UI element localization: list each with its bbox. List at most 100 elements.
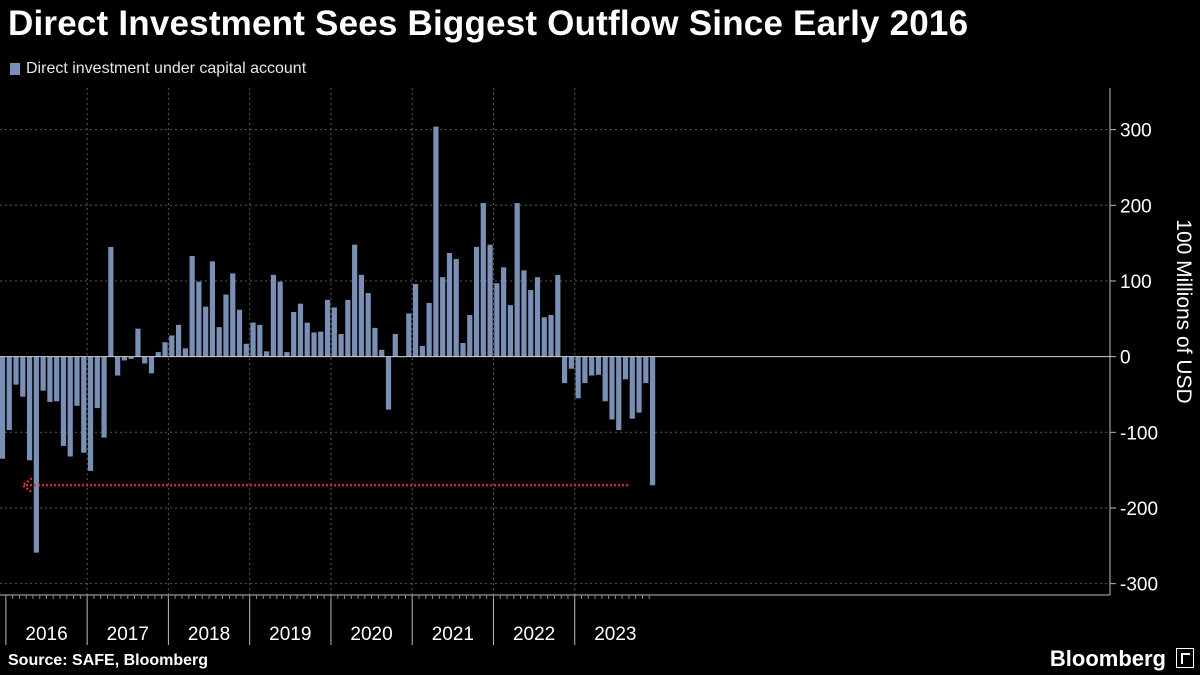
bar — [284, 352, 290, 357]
bar — [507, 305, 513, 357]
y-tick-label: -200 — [1120, 499, 1158, 520]
bar — [501, 267, 507, 357]
y-axis-label: 100 Millions of USD — [1172, 219, 1195, 403]
bar — [622, 356, 629, 380]
bar — [338, 333, 344, 357]
bar — [148, 356, 155, 374]
bar — [257, 324, 263, 357]
bar — [480, 203, 486, 357]
bar — [311, 332, 317, 357]
bar — [616, 356, 622, 431]
y-tick-label: 300 — [1120, 121, 1152, 142]
x-tick-label: 2019 — [269, 624, 311, 645]
bar — [412, 283, 419, 357]
bar — [358, 274, 365, 357]
y-tick-label: -100 — [1120, 423, 1158, 444]
x-tick-label: 2018 — [188, 624, 230, 645]
bar — [54, 356, 60, 402]
bar — [602, 356, 608, 402]
bar — [494, 283, 500, 357]
legend-swatch — [10, 63, 20, 75]
bar — [650, 356, 656, 486]
bar — [345, 299, 351, 357]
bar — [291, 311, 297, 357]
bar — [67, 356, 73, 457]
x-tick-label: 2023 — [594, 624, 636, 645]
y-tick-label: 0 — [1120, 348, 1131, 369]
legend-label: Direct investment under capital account — [26, 60, 307, 77]
bar — [236, 309, 243, 357]
bar — [318, 331, 324, 357]
bar — [385, 356, 392, 410]
bar — [568, 356, 574, 369]
bar — [528, 290, 534, 357]
bloomberg-logo: Bloomberg — [1049, 646, 1166, 671]
bar — [250, 322, 256, 357]
bar — [406, 313, 412, 357]
bar — [629, 356, 635, 419]
bar — [0, 356, 6, 459]
x-tick-label: 2021 — [432, 624, 474, 645]
bar — [589, 356, 595, 376]
chart-title: Direct Investment Sees Biggest Outflow S… — [8, 4, 969, 43]
bar — [60, 356, 67, 446]
bar — [162, 342, 168, 357]
bar — [203, 306, 209, 357]
x-tick-label: 2017 — [107, 624, 149, 645]
bar — [582, 356, 588, 384]
bar — [352, 244, 358, 357]
bar — [40, 356, 46, 391]
bar — [20, 356, 26, 397]
source-note: Source: SAFE, Bloomberg — [8, 652, 209, 669]
bar — [26, 356, 33, 461]
bar — [473, 246, 480, 357]
x-tick-label: 2020 — [350, 624, 392, 645]
bar — [440, 277, 446, 357]
bar — [392, 333, 398, 357]
bar — [534, 277, 541, 357]
x-tick-label: 2016 — [25, 624, 67, 645]
bar — [548, 315, 554, 357]
bar — [277, 281, 283, 357]
bar — [609, 356, 615, 420]
bar — [379, 349, 385, 357]
bar — [209, 261, 216, 357]
bar — [372, 327, 378, 357]
bar — [541, 317, 547, 357]
bar — [135, 328, 141, 357]
bar — [643, 356, 649, 384]
bar — [47, 356, 53, 403]
bar — [297, 303, 304, 357]
y-tick-label: 200 — [1120, 196, 1152, 217]
bar — [128, 356, 134, 359]
bar — [426, 302, 432, 357]
bar — [264, 351, 270, 357]
bar — [182, 348, 188, 357]
bar — [636, 356, 642, 413]
bar — [460, 343, 466, 357]
legend: Direct investment under capital account — [10, 60, 306, 78]
bar — [121, 356, 127, 361]
bar — [196, 281, 202, 357]
bar — [365, 293, 371, 357]
bar — [216, 327, 222, 357]
bar — [446, 252, 453, 357]
bar — [243, 343, 249, 357]
bar — [575, 356, 581, 399]
bar — [555, 274, 561, 357]
bar — [175, 324, 182, 357]
x-tick-label: 2022 — [513, 624, 555, 645]
bar — [108, 246, 114, 357]
bar — [101, 356, 107, 438]
bar — [467, 315, 473, 357]
bar — [6, 356, 12, 431]
bar — [142, 356, 148, 364]
bar — [521, 270, 527, 357]
bar — [561, 356, 568, 384]
bar — [94, 356, 100, 409]
bar — [169, 335, 175, 357]
bar — [189, 255, 195, 357]
bar — [223, 294, 229, 357]
bar — [453, 259, 459, 357]
